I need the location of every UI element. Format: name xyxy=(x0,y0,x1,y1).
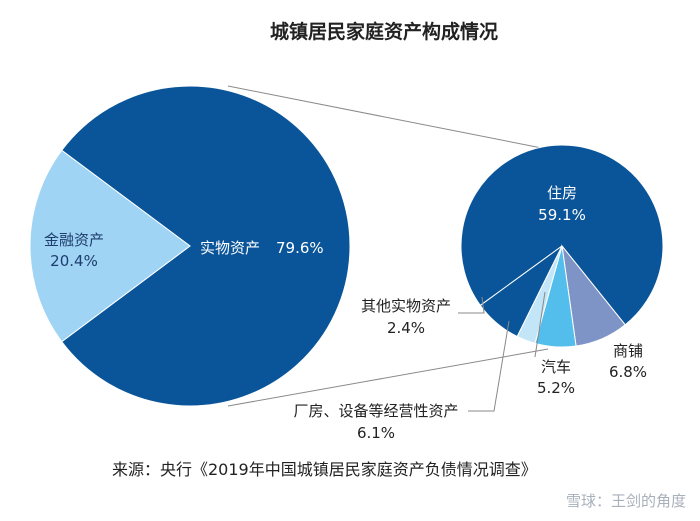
connector-line-top xyxy=(227,85,563,153)
slice-label-financial-assets: 金融资产 xyxy=(44,231,104,249)
slice-label-business-assets: 厂房、设备等经营性资产 xyxy=(293,402,458,420)
slice-value-housing: 59.1% xyxy=(538,206,586,224)
main-slice-financial-assets xyxy=(29,149,191,343)
slice-value-business-assets: 6.1% xyxy=(357,424,395,442)
connector-line-bottom xyxy=(227,348,549,407)
main-pie xyxy=(29,85,351,407)
slice-label-other-physical: 其他实物资产 xyxy=(361,297,451,315)
slice-label-cars: 汽车 xyxy=(541,358,571,376)
leader-line-other-physical xyxy=(458,296,485,314)
breakdown-pie xyxy=(460,144,664,348)
chart-title: 城镇居民家庭资产构成情况 xyxy=(270,20,498,43)
source-note: 来源：央行《2019年中国城镇居民家庭资产负债情况调查》 xyxy=(112,460,537,479)
watermark: 雪球：王剑的角度 xyxy=(566,492,686,510)
slice-label-shops: 商铺 xyxy=(613,342,643,360)
leader-line-business-assets xyxy=(468,320,510,412)
slice-label-housing: 住房 xyxy=(547,184,577,202)
slice-label-physical-assets: 实物资产 xyxy=(200,239,260,257)
main-slice-physical-assets xyxy=(61,85,351,407)
leader-line-cars xyxy=(534,291,546,358)
slice-value-cars: 5.2% xyxy=(537,379,575,397)
slice-value-financial-assets: 20.4% xyxy=(50,252,98,270)
sub-slice-housing xyxy=(460,144,664,326)
slice-value-shops: 6.8% xyxy=(609,363,647,381)
slice-value-other-physical: 2.4% xyxy=(387,319,425,337)
slice-value-physical-assets: 79.6% xyxy=(276,239,324,257)
sub-slice-business-assets xyxy=(479,245,563,338)
